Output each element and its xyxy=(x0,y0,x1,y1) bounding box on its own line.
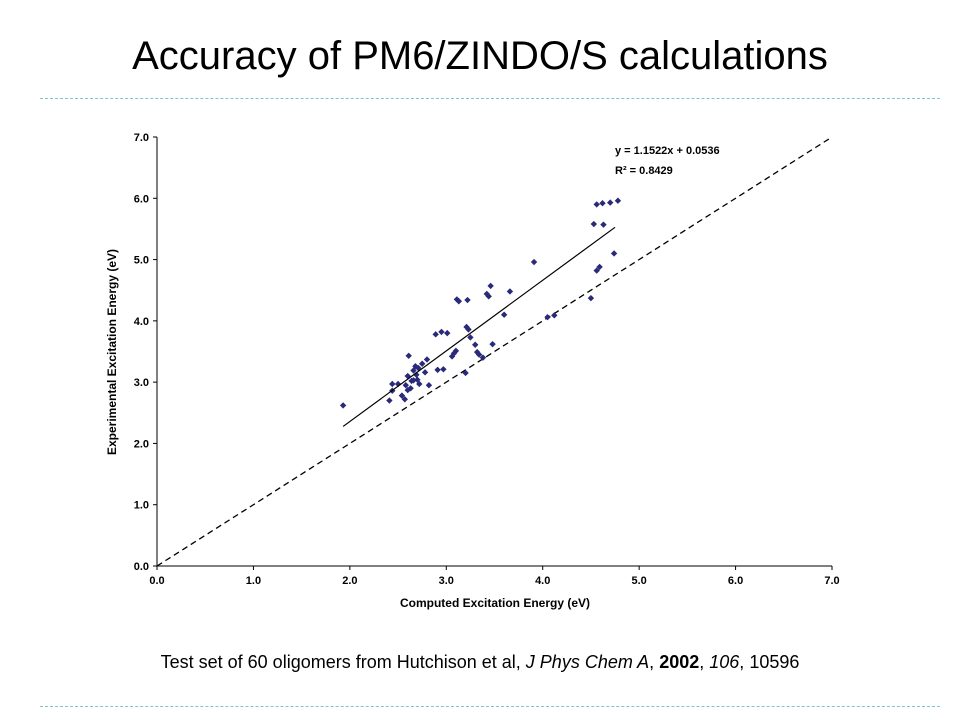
data-point xyxy=(596,263,603,271)
caption-prefix: Test set of 60 oligomers from Hutchison … xyxy=(160,652,526,672)
data-point xyxy=(472,341,479,348)
caption-year: 2002 xyxy=(659,652,700,672)
trendline xyxy=(342,226,616,427)
data-point xyxy=(506,288,514,295)
data-point xyxy=(455,298,463,305)
data-point xyxy=(425,382,433,389)
x-tick-label: 2.0 xyxy=(342,575,357,587)
data-point xyxy=(444,329,451,337)
data-point xyxy=(599,199,606,207)
data-point xyxy=(410,377,417,384)
data-point xyxy=(432,331,439,338)
data-point xyxy=(587,294,595,302)
data-point xyxy=(462,369,469,377)
data-point xyxy=(407,385,414,392)
caption-volume: 106 xyxy=(709,652,740,672)
data-point xyxy=(475,351,483,358)
data-point xyxy=(489,340,496,348)
data-point xyxy=(614,197,622,204)
data-point xyxy=(467,334,474,341)
data-point xyxy=(438,328,445,336)
data-point xyxy=(464,296,471,304)
y-tick-label: 1.0 xyxy=(134,500,149,512)
x-tick-label: 0.0 xyxy=(149,575,164,587)
data-point xyxy=(610,250,618,257)
data-point xyxy=(413,371,420,378)
caption-sep: , xyxy=(649,652,660,672)
reference-line-y-equals-x xyxy=(156,136,833,567)
data-point xyxy=(530,258,538,266)
data-point xyxy=(607,199,614,206)
y-tick-label: 7.0 xyxy=(134,132,149,144)
data-point xyxy=(405,352,412,359)
data-point xyxy=(339,402,347,409)
y-tick-label: 2.0 xyxy=(134,438,149,450)
data-point xyxy=(421,369,429,376)
y-tick-label: 4.0 xyxy=(134,316,149,328)
x-axis-title: Computed Excitation Energy (eV) xyxy=(400,596,590,610)
data-point xyxy=(500,311,508,318)
x-tick-label: 1.0 xyxy=(246,575,261,587)
data-point xyxy=(418,360,426,367)
data-point xyxy=(423,356,431,363)
y-axis-title: Experimental Excitation Energy (eV) xyxy=(105,249,119,455)
data-point xyxy=(434,366,441,374)
data-point xyxy=(398,392,406,399)
data-point xyxy=(479,354,487,361)
data-point xyxy=(551,312,558,319)
data-point xyxy=(402,382,409,389)
caption-journal: J Phys Chem A xyxy=(525,652,650,672)
x-tick-label: 4.0 xyxy=(535,575,550,587)
y-tick-label: 5.0 xyxy=(134,255,149,267)
data-point xyxy=(485,293,492,300)
source-caption: Test set of 60 oligomers from Hutchison … xyxy=(0,652,960,673)
caption-sep: , xyxy=(699,652,710,672)
caption-sep: , xyxy=(739,652,750,672)
trendline-equation: y = 1.1522x + 0.0536 xyxy=(615,145,720,157)
data-point xyxy=(452,347,460,355)
x-tick-label: 7.0 xyxy=(824,575,839,587)
x-tick-label: 3.0 xyxy=(439,575,454,587)
x-tick-label: 5.0 xyxy=(631,575,646,587)
data-point xyxy=(487,282,494,290)
x-tick-label: 6.0 xyxy=(728,575,743,587)
data-point xyxy=(465,326,472,333)
data-point xyxy=(401,396,409,403)
y-tick-label: 3.0 xyxy=(134,377,149,389)
data-point xyxy=(593,267,600,274)
data-point xyxy=(590,220,598,228)
caption-page: 10596 xyxy=(749,652,800,672)
trendline-r2: R² = 0.8429 xyxy=(615,165,673,177)
data-point xyxy=(416,380,423,388)
data-point xyxy=(386,397,393,404)
top-divider xyxy=(40,98,940,99)
data-point xyxy=(593,201,600,208)
bottom-divider xyxy=(40,706,940,707)
slide-title: Accuracy of PM6/ZINDO/S calculations xyxy=(132,34,828,78)
data-point xyxy=(600,221,607,228)
data-point xyxy=(404,372,411,380)
data-point xyxy=(389,380,396,388)
y-tick-label: 0.0 xyxy=(134,561,149,573)
y-tick-label: 6.0 xyxy=(134,193,149,205)
data-point xyxy=(544,313,551,321)
data-point xyxy=(440,366,447,373)
